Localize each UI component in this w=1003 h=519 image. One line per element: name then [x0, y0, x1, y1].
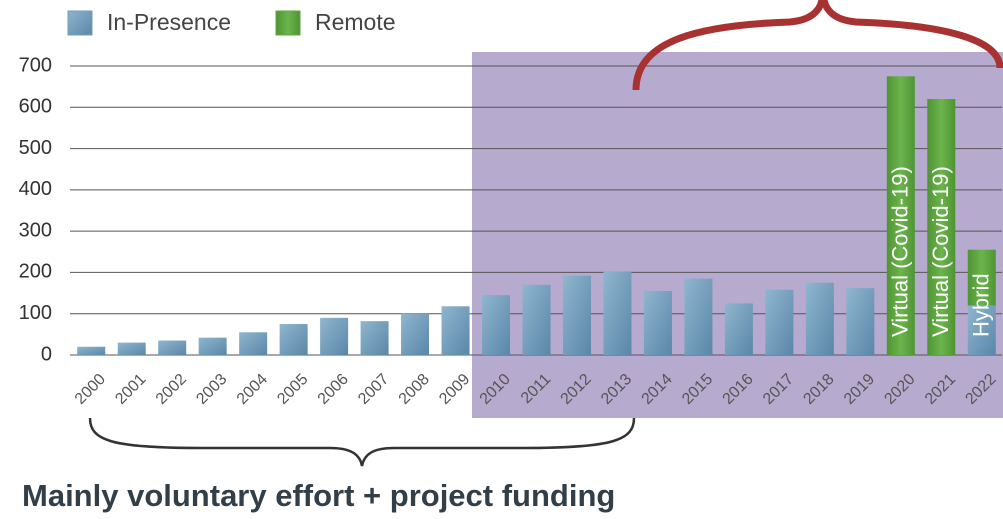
bar	[522, 284, 551, 355]
bar-label: Hybrid	[969, 273, 994, 337]
bottom-brace	[88, 417, 636, 467]
x-tick-label: 2003	[193, 371, 230, 408]
y-tick-label: 400	[19, 178, 52, 200]
bar	[562, 275, 591, 355]
bar	[967, 305, 996, 355]
bar	[198, 337, 227, 355]
bar	[482, 295, 511, 355]
bar	[886, 76, 915, 356]
legend-label: Remote	[315, 9, 396, 35]
bar	[360, 321, 389, 355]
bar	[846, 288, 875, 355]
x-tick-label: 2004	[234, 371, 271, 408]
x-tick-label: 2001	[112, 371, 149, 408]
red-brace	[632, 0, 1003, 91]
x-tick-label: 2002	[153, 371, 190, 408]
y-tick-label: 100	[19, 302, 52, 324]
bar	[441, 306, 470, 355]
y-tick-label: 600	[19, 96, 52, 118]
bar	[320, 317, 349, 355]
bar	[239, 332, 268, 355]
bar	[967, 249, 996, 306]
bar	[643, 291, 672, 355]
x-tick-label: 2007	[355, 371, 392, 408]
x-tick-label: 2005	[274, 371, 311, 408]
bar	[805, 282, 834, 355]
bar-label: Virtual (Covid-19)	[928, 166, 953, 337]
y-tick-label: 200	[19, 261, 52, 283]
y-tick-label: 0	[41, 343, 52, 365]
x-tick-label: 2009	[436, 371, 473, 408]
legend-swatch	[275, 10, 301, 36]
bar	[927, 99, 956, 356]
bar	[603, 271, 632, 355]
x-tick-label: 2008	[396, 371, 433, 408]
x-tick-label: 2000	[72, 371, 109, 408]
bar-label: Virtual (Covid-19)	[888, 166, 913, 337]
y-tick-label: 500	[19, 137, 52, 159]
bar	[158, 340, 187, 355]
bar	[765, 289, 794, 355]
legend-swatch	[67, 10, 93, 36]
bar	[401, 313, 430, 355]
legend-label: In-Presence	[107, 9, 231, 35]
y-tick-label: 300	[19, 219, 52, 241]
bar	[117, 342, 146, 355]
bar	[724, 303, 753, 355]
bar	[279, 324, 308, 355]
y-tick-label: 700	[19, 54, 52, 76]
bar	[77, 346, 106, 355]
x-tick-label: 2006	[315, 371, 352, 408]
caption: Mainly voluntary effort + project fundin…	[22, 478, 615, 513]
bar	[684, 278, 713, 355]
